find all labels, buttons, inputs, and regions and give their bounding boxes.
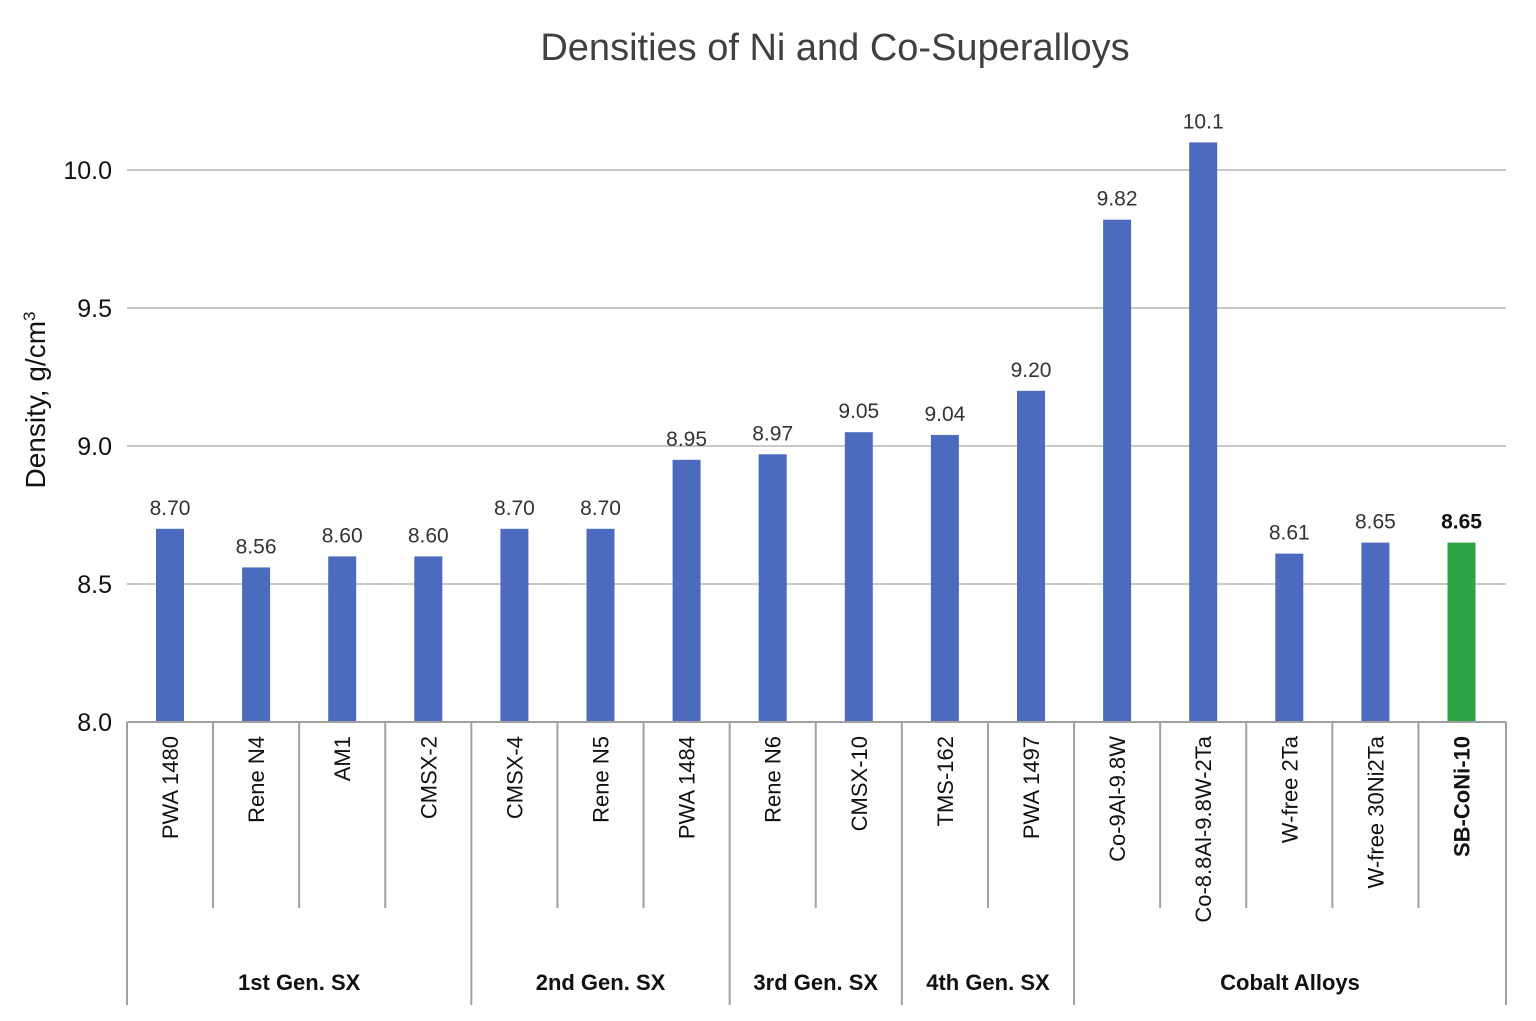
x-tick-label: PWA 1480	[158, 736, 183, 839]
x-tick-label: PWA 1484	[675, 736, 700, 839]
y-axis-label-superscript: 3	[20, 312, 39, 321]
data-label: 8.65	[1441, 511, 1482, 534]
x-tick-label: AM1	[330, 736, 355, 781]
data-label: 8.95	[666, 428, 707, 451]
x-tick-label: CMSX-2	[416, 736, 441, 819]
data-label: 8.70	[150, 497, 191, 520]
x-tick-label: CMSX-4	[502, 736, 527, 819]
data-label: 8.97	[752, 422, 793, 445]
data-label: 10.1	[1183, 110, 1224, 133]
bar	[1447, 542, 1476, 722]
y-tick-label: 9.0	[77, 433, 112, 461]
bar	[414, 556, 443, 722]
chart-title: Densities of Ni and Co-Superalloys	[540, 27, 1129, 69]
data-label: 8.61	[1269, 522, 1310, 545]
x-tick-label: W-free 2Ta	[1277, 735, 1302, 843]
group-label: 1st Gen. SX	[238, 970, 361, 995]
x-tick-label: SB-CoNi-10	[1450, 736, 1475, 857]
bar	[672, 459, 701, 722]
x-tick-label: TMS-162	[933, 736, 958, 826]
y-tick-label: 8.5	[77, 571, 112, 599]
group-label: Cobalt Alloys	[1220, 970, 1360, 995]
y-tick-label: 10.0	[63, 157, 112, 185]
group-label: 3rd Gen. SX	[753, 970, 878, 995]
x-tick-label: W-free 30Ni2Ta	[1363, 735, 1388, 888]
bar	[156, 528, 184, 722]
x-tick-label: Co-8.8Al-9.8W-2Ta	[1191, 735, 1216, 922]
y-axis-label-main: Density, g/cm	[20, 321, 51, 489]
bar	[1189, 142, 1218, 722]
data-label: 9.82	[1097, 188, 1138, 211]
x-tick-label: Co-9Al-9.8W	[1105, 736, 1130, 862]
x-axis: PWA 1480 Rene N4 AM1 CMSX-2 CMSX-4 Rene N5 PWA…	[126, 721, 1507, 1005]
x-tick-label: PWA 1497	[1019, 736, 1044, 839]
x-tick-label: Rene N4	[244, 736, 269, 823]
bar	[930, 434, 959, 722]
data-label: 8.60	[408, 524, 449, 547]
data-labels: 8.70 8.56 8.60 8.60 8.70 8.70 8.95 8.97 9.05 9.04…	[150, 110, 1483, 558]
bar	[1361, 542, 1390, 722]
y-axis-label: Density, g/cm3	[20, 312, 51, 489]
bar	[844, 432, 873, 722]
data-label: 9.04	[924, 403, 965, 426]
y-tick-label: 8.0	[77, 709, 112, 737]
bar	[1275, 553, 1304, 722]
bar	[1017, 390, 1045, 722]
gridlines: 8.0 8.5 9.0 9.5 10.0	[63, 157, 1506, 737]
bar	[500, 528, 529, 722]
x-tick-label: CMSX-10	[847, 736, 872, 831]
data-label: 8.65	[1355, 511, 1396, 534]
data-label: 8.56	[236, 535, 277, 558]
data-label: 8.70	[580, 497, 621, 520]
bars	[156, 142, 1476, 722]
x-tick-label: Rene N6	[761, 736, 786, 823]
data-label: 8.60	[322, 524, 363, 547]
data-label: 8.70	[494, 497, 535, 520]
x-tick-label: Rene N5	[589, 736, 614, 823]
group-label: 4th Gen. SX	[926, 970, 1050, 995]
data-label: 9.20	[1011, 359, 1052, 382]
y-tick-label: 9.5	[77, 295, 112, 323]
bar	[758, 454, 787, 722]
bar	[586, 528, 615, 722]
bar	[328, 556, 357, 722]
data-label: 9.05	[838, 400, 879, 423]
bar	[242, 567, 271, 722]
group-label: 2nd Gen. SX	[536, 970, 666, 995]
bar	[1103, 219, 1132, 722]
